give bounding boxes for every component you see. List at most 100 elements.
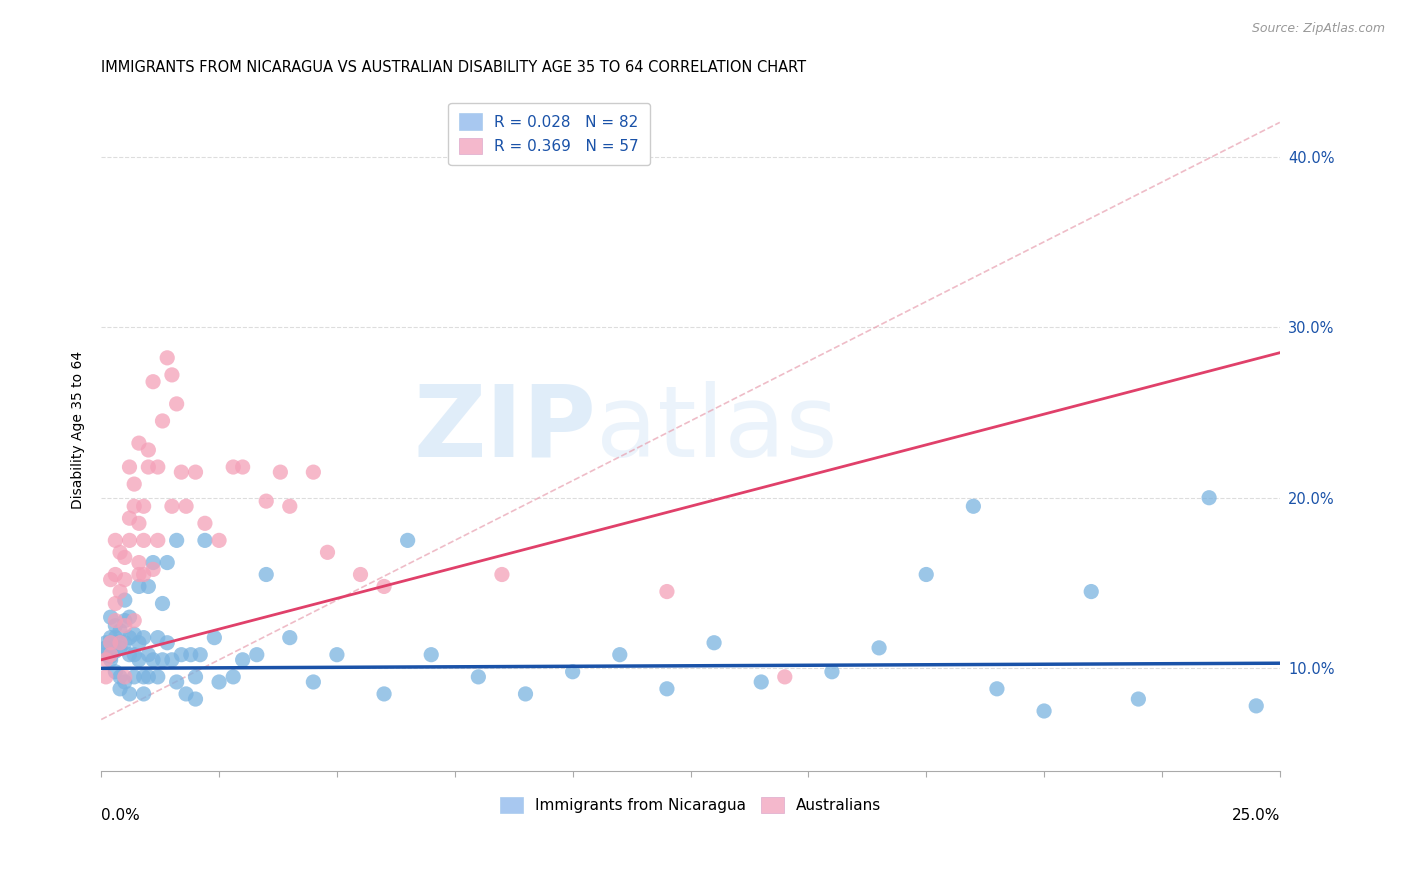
Point: [152, 653, 174, 667]
Point: [821, 665, 844, 679]
Point: [104, 631, 127, 645]
Point: [142, 556, 165, 570]
Point: [122, 648, 145, 662]
Point: [118, 610, 141, 624]
Point: [132, 687, 155, 701]
Point: [122, 477, 145, 491]
Point: [128, 579, 150, 593]
Point: [156, 636, 179, 650]
Text: ZIP: ZIP: [413, 381, 596, 478]
Point: [170, 465, 193, 479]
Point: [160, 500, 183, 514]
Point: [208, 533, 231, 548]
Point: [1128, 692, 1150, 706]
Point: [222, 460, 245, 475]
Point: [420, 648, 443, 662]
Point: [114, 614, 136, 628]
Point: [326, 648, 349, 662]
Point: [232, 653, 254, 667]
Point: [122, 670, 145, 684]
Point: [467, 670, 489, 684]
Point: [396, 533, 419, 548]
Point: [180, 648, 202, 662]
Point: [166, 675, 188, 690]
Point: [118, 460, 141, 475]
Point: [94, 648, 117, 662]
Point: [108, 624, 131, 638]
Point: [100, 648, 122, 662]
Point: [703, 636, 725, 650]
Point: [160, 368, 183, 382]
Point: [1198, 491, 1220, 505]
Point: [122, 500, 145, 514]
Point: [166, 533, 188, 548]
Point: [184, 465, 207, 479]
Point: [773, 670, 796, 684]
Point: [132, 500, 155, 514]
Point: [373, 687, 395, 701]
Point: [100, 631, 122, 645]
Point: [160, 653, 183, 667]
Point: [108, 640, 131, 655]
Point: [222, 670, 245, 684]
Point: [118, 533, 141, 548]
Point: [302, 465, 325, 479]
Point: [132, 670, 155, 684]
Point: [609, 648, 631, 662]
Point: [114, 550, 136, 565]
Point: [104, 567, 127, 582]
Point: [962, 500, 984, 514]
Point: [194, 533, 217, 548]
Point: [114, 670, 136, 684]
Point: [94, 670, 117, 684]
Point: [128, 556, 150, 570]
Point: [246, 648, 269, 662]
Point: [254, 567, 277, 582]
Text: atlas: atlas: [596, 381, 838, 478]
Point: [986, 681, 1008, 696]
Point: [104, 533, 127, 548]
Point: [1033, 704, 1056, 718]
Point: [132, 567, 155, 582]
Point: [100, 610, 122, 624]
Point: [128, 567, 150, 582]
Point: [655, 681, 678, 696]
Point: [152, 414, 174, 428]
Point: [373, 579, 395, 593]
Point: [194, 516, 217, 531]
Point: [100, 649, 122, 664]
Point: [302, 675, 325, 690]
Point: [184, 692, 207, 706]
Point: [114, 618, 136, 632]
Point: [232, 460, 254, 475]
Point: [174, 687, 197, 701]
Point: [114, 636, 136, 650]
Point: [122, 614, 145, 628]
Point: [278, 631, 301, 645]
Point: [868, 640, 890, 655]
Point: [104, 644, 127, 658]
Point: [561, 665, 583, 679]
Point: [108, 636, 131, 650]
Point: [146, 670, 169, 684]
Point: [94, 636, 117, 650]
Text: 25.0%: 25.0%: [1232, 808, 1279, 823]
Point: [146, 631, 169, 645]
Point: [104, 665, 127, 679]
Point: [100, 636, 122, 650]
Point: [122, 627, 145, 641]
Point: [138, 579, 160, 593]
Point: [118, 631, 141, 645]
Point: [114, 675, 136, 690]
Point: [152, 597, 174, 611]
Text: IMMIGRANTS FROM NICARAGUA VS AUSTRALIAN DISABILITY AGE 35 TO 64 CORRELATION CHAR: IMMIGRANTS FROM NICARAGUA VS AUSTRALIAN …: [101, 60, 806, 75]
Point: [108, 670, 131, 684]
Point: [94, 640, 117, 655]
Point: [132, 533, 155, 548]
Point: [94, 653, 117, 667]
Point: [138, 670, 160, 684]
Point: [915, 567, 938, 582]
Point: [118, 511, 141, 525]
Point: [170, 648, 193, 662]
Point: [108, 584, 131, 599]
